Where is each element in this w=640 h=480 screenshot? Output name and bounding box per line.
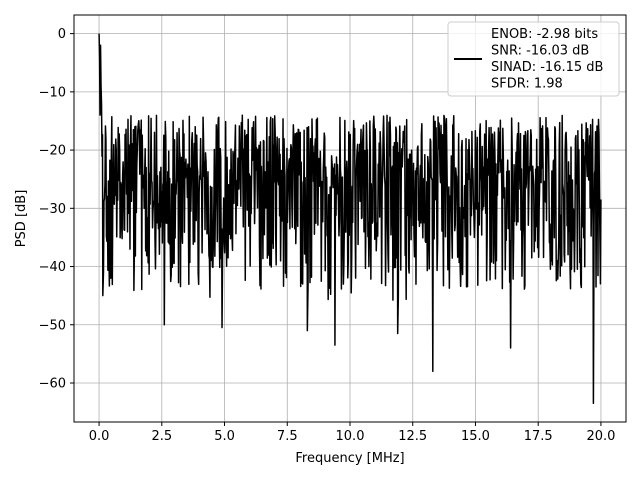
x-tick-label: 2.5 — [151, 429, 172, 444]
y-tick-label: −30 — [39, 202, 66, 217]
x-tick-label: 20.0 — [586, 429, 615, 444]
y-axis: 0 −10 −20 −30 −40 −50 −60 — [39, 27, 74, 391]
x-axis-title: Frequency [MHz] — [295, 451, 404, 466]
y-axis-title: PSD [dB] — [14, 190, 29, 248]
legend-box — [447, 21, 620, 97]
plot-area — [98, 33, 602, 405]
x-tick-label: 5.0 — [214, 429, 235, 444]
x-tick-label: 17.5 — [524, 429, 553, 444]
legend-entry-sfdr: SFDR: 1.98 — [491, 77, 563, 92]
y-tick-label: −40 — [39, 260, 66, 275]
x-tick-label: 0.0 — [89, 429, 110, 444]
legend: ENOB: -2.98 bits SNR: -16.03 dB SINAD: -… — [447, 21, 620, 97]
legend-entry-enob: ENOB: -2.98 bits — [491, 27, 598, 42]
legend-entry-sinad: SINAD: -16.15 dB — [491, 60, 603, 75]
y-tick-label: −60 — [39, 376, 66, 391]
y-tick-label: −10 — [39, 85, 66, 100]
x-tick-label: 7.5 — [277, 429, 298, 444]
x-tick-label: 12.5 — [398, 429, 427, 444]
y-tick-label: −50 — [39, 318, 66, 333]
y-tick-label: −20 — [39, 144, 66, 159]
psd-line — [98, 33, 602, 405]
x-tick-label: 10.0 — [336, 429, 365, 444]
y-tick-label: 0 — [58, 27, 66, 42]
x-axis: 0.0 2.5 5.0 7.5 10.0 12.5 15.0 17.5 20.0 — [89, 422, 615, 444]
legend-entry-snr: SNR: -16.03 dB — [491, 44, 589, 59]
x-tick-label: 15.0 — [461, 429, 490, 444]
